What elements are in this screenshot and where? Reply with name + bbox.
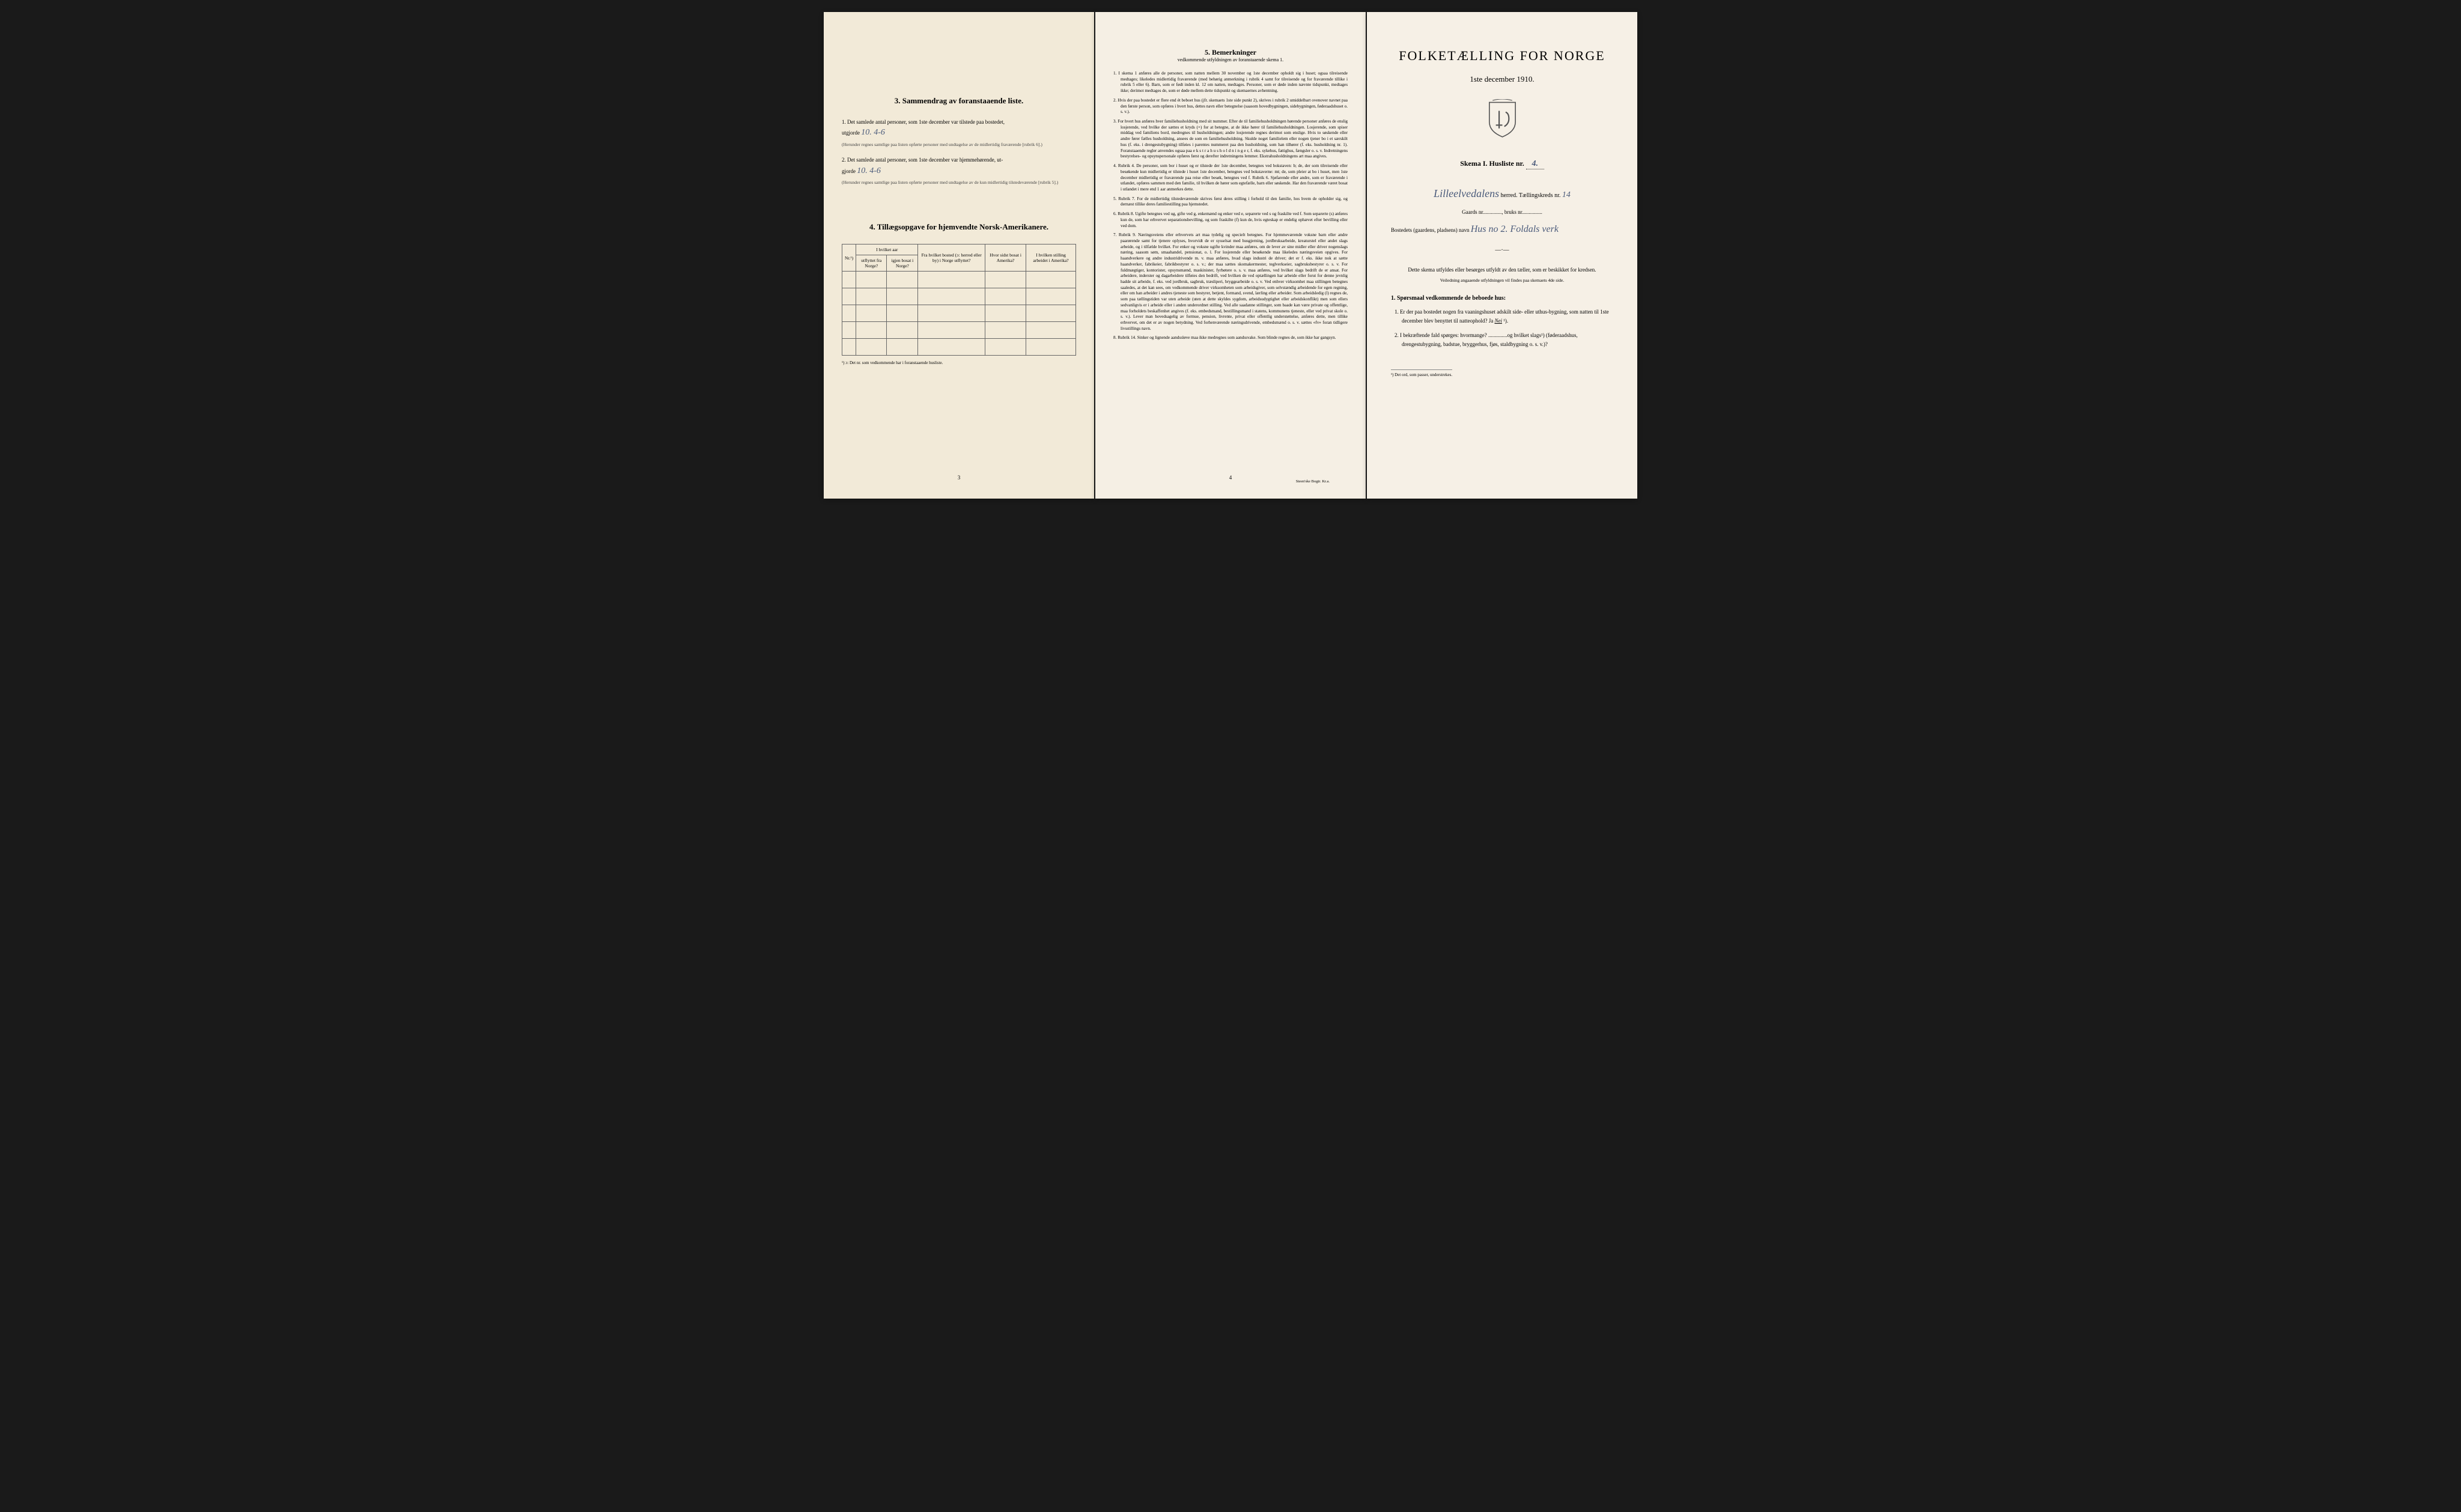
- main-title: FOLKETÆLLING FOR NORGE: [1391, 48, 1613, 64]
- herred-line: Lilleelvedalens herred. Tællingskreds nr…: [1391, 187, 1613, 200]
- bemerk-item-3: 3. For hvert hus anføres hver familiehus…: [1113, 119, 1348, 160]
- skema-line: Skema I. Husliste nr. 4.: [1391, 159, 1613, 169]
- th-bosted: Fra hvilket bosted (ɔ: herred eller by) …: [918, 244, 985, 272]
- item2-value: 10. 4-6: [857, 166, 881, 175]
- page-1: 3. Sammendrag av foranstaaende liste. 1.…: [824, 12, 1094, 499]
- section-3-heading: 3. Sammendrag av foranstaaende liste.: [842, 96, 1076, 106]
- skema-label: Skema I. Husliste nr.: [1460, 159, 1524, 168]
- table-row: [842, 322, 1076, 339]
- bemerk-item-2: 2. Hvis der paa bostedet er flere end ét…: [1113, 98, 1348, 115]
- item2-label: gjorde: [842, 168, 856, 174]
- skema-nr: 4.: [1526, 159, 1544, 169]
- item1-label: utgjorde: [842, 130, 860, 136]
- bemerk-item-1: 1. I skema 1 anføres alle de personer, s…: [1113, 71, 1348, 94]
- question-2: 2. I bekræftende fald spørges: hvormange…: [1402, 331, 1613, 348]
- amerikaner-table: Nr.¹) I hvilket aar Fra hvilket bosted (…: [842, 244, 1076, 356]
- item2-pre: 2. Det samlede antal personer, som 1ste …: [842, 157, 1003, 163]
- page-number-1: 3: [958, 475, 961, 481]
- question-1: 1. Er der paa bostedet nogen fra vaaning…: [1402, 308, 1613, 325]
- th-aar2: igjen bosat i Norge?: [887, 255, 918, 272]
- bemerk-sub: vedkommende utfyldningen av foranstaaend…: [1113, 57, 1348, 62]
- bosted-line: Bostedets (gaardens, pladsens) navn Hus …: [1391, 224, 1613, 235]
- table-row: [842, 305, 1076, 322]
- item1-note: (Herunder regnes samtlige paa listen opf…: [842, 142, 1042, 147]
- th-stilling: I hvilken stilling arbeidet i Amerika?: [1026, 244, 1076, 272]
- th-aar1: utflyttet fra Norge?: [856, 255, 887, 272]
- th-sidst: Hvor sidst bosat i Amerika?: [985, 244, 1026, 272]
- instruct-1: Dette skema utfyldes eller besørges utfy…: [1391, 266, 1613, 274]
- section-4: 4. Tillægsopgave for hjemvendte Norsk-Am…: [842, 222, 1076, 365]
- section-3-item2: 2. Det samlede antal personer, som 1ste …: [842, 156, 1076, 186]
- item2-note: (Herunder regnes samtlige paa listen opf…: [842, 180, 1058, 185]
- bemerk-item-5: 5. Rubrik 7. For de midlertidig tilstede…: [1113, 196, 1348, 208]
- item1-pre: 1. Det samlede antal personer, som 1ste …: [842, 119, 1005, 125]
- th-nr: Nr.¹): [842, 244, 856, 272]
- date-line: 1ste december 1910.: [1391, 74, 1613, 84]
- page-3: FOLKETÆLLING FOR NORGE 1ste december 191…: [1367, 12, 1637, 499]
- gaards-line: Gaards nr.............., bruks nr.......…: [1391, 209, 1613, 215]
- table-row: [842, 288, 1076, 305]
- table-row: [842, 339, 1076, 356]
- section-3-item1: 1. Det samlede antal personer, som 1ste …: [842, 118, 1076, 148]
- bosted-label: Bostedets (gaardens, pladsens) navn: [1391, 227, 1469, 233]
- page-2: 5. Bemerkninger vedkommende utfyldningen…: [1095, 12, 1366, 499]
- section-3: 3. Sammendrag av foranstaaende liste. 1.…: [842, 96, 1076, 186]
- table-row: [842, 272, 1076, 288]
- page-number-2: 4: [1229, 475, 1232, 481]
- bosted-value: Hus no 2. Foldals verk: [1471, 224, 1559, 234]
- tkreds-nr: 14: [1562, 190, 1571, 199]
- bemerk-item-7: 7. Rubrik 9. Næringsveiens eller erhverv…: [1113, 232, 1348, 332]
- bemerk-item-6: 6. Rubrik 8. Ugifte betegnes ved ug, gif…: [1113, 211, 1348, 229]
- bemerk-item-4: 4. Rubrik 4. De personer, som bor i huse…: [1113, 163, 1348, 193]
- q1-suffix: ¹).: [1502, 318, 1508, 324]
- question-heading: 1. Spørsmaal vedkommende de beboede hus:: [1391, 295, 1613, 302]
- coat-of-arms-icon: [1391, 99, 1613, 141]
- divider-icon: ―·―: [1391, 247, 1613, 254]
- section-4-heading: 4. Tillægsopgave for hjemvendte Norsk-Am…: [842, 222, 1076, 232]
- publisher: Steen'ske Bogtr. Kr.a.: [1296, 479, 1330, 484]
- herred-name: Lilleelvedalens: [1434, 187, 1499, 199]
- item1-value: 10. 4-6: [861, 128, 885, 137]
- section-4-footnote: ¹) ɔ: Det nr. som vedkommende har i fora…: [842, 360, 1076, 365]
- herred-suffix: herred. Tællingskreds nr.: [1501, 192, 1561, 199]
- q1-answer: Nei: [1494, 318, 1502, 324]
- bemerk-list: 1. I skema 1 anføres alle de personer, s…: [1113, 71, 1348, 341]
- th-aar-group: I hvilket aar: [856, 244, 918, 255]
- footnote-3: ¹) Det ord, som passer, understrekes.: [1391, 369, 1452, 377]
- instruct-2: Veiledning angaaende utfyldningen vil fi…: [1391, 278, 1613, 283]
- bemerk-item-8: 8. Rubrik 14. Sinker og lignende aandssl…: [1113, 335, 1348, 341]
- document-pages: 3. Sammendrag av foranstaaende liste. 1.…: [824, 12, 1637, 499]
- bemerk-heading: 5. Bemerkninger: [1113, 48, 1348, 57]
